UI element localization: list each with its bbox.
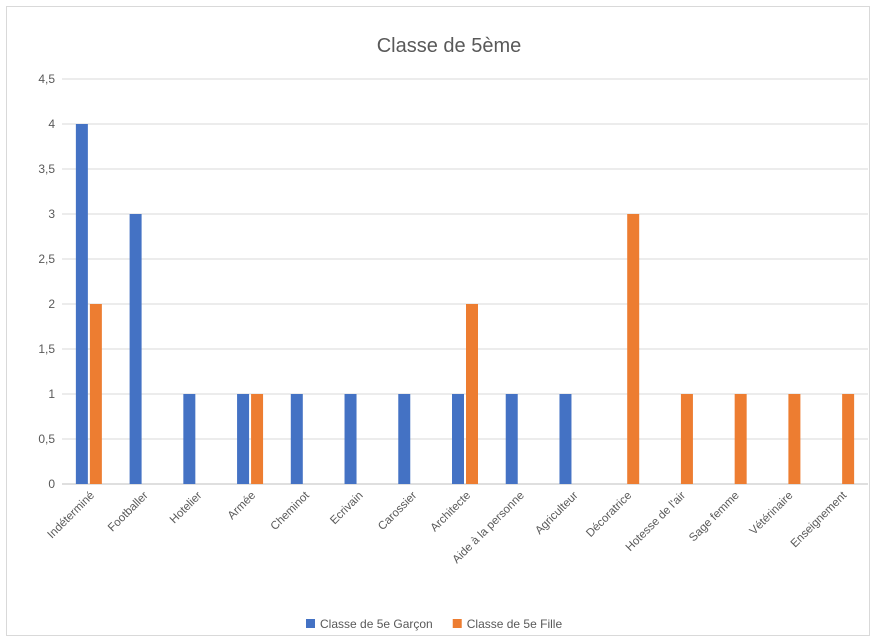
x-tick-label: Carossier	[376, 490, 419, 533]
bar-garcon	[75, 124, 88, 484]
x-tick-label: Décoratrice	[584, 490, 634, 540]
y-tick-label: 2,5	[38, 252, 55, 266]
y-axis-ticks: 0 0,5 1 1,5 2 2,5 3 3,5 4 4,5	[38, 72, 55, 491]
legend-swatch	[306, 619, 315, 628]
bar-fille	[842, 394, 855, 484]
bar-fille	[788, 394, 801, 484]
bar-garcon	[505, 394, 518, 484]
bar-fille	[627, 214, 640, 484]
bar-garcon	[183, 394, 196, 484]
x-tick-label: Armée	[226, 490, 258, 522]
x-tick-label: Hotelier	[168, 490, 205, 527]
y-tick-label: 4,5	[38, 72, 55, 86]
x-tick-label: Sage femme	[687, 490, 742, 545]
legend-swatch	[452, 619, 462, 628]
x-tick-label: Footballer	[106, 490, 151, 535]
y-tick-label: 1,5	[38, 342, 55, 356]
bar-garcon	[129, 214, 142, 484]
y-tick-label: 3	[48, 207, 55, 221]
bar-fille	[734, 394, 747, 484]
bar-garcon	[290, 394, 303, 484]
x-axis-ticks: Indéterminé Footballer Hotelier Armée Chemin…	[46, 489, 850, 566]
grid-lines	[62, 78, 868, 485]
bar-garcon	[398, 394, 411, 484]
bar-garcon	[559, 394, 572, 484]
bar-fille	[89, 304, 102, 484]
legend: Classe de 5e Garçon Classe de 5e Fille	[306, 617, 562, 631]
y-tick-label: 2	[48, 297, 55, 311]
x-tick-label: Agriculteur	[533, 490, 580, 537]
bar-garcon	[237, 394, 250, 484]
x-tick-label: Architecte	[428, 490, 473, 535]
bar-garcon	[344, 394, 357, 484]
chart-frame	[6, 6, 870, 636]
bar-fille	[466, 304, 478, 484]
bar-fille	[251, 394, 264, 484]
x-tick-label: Hotesse de l'air	[624, 490, 688, 554]
x-tick-label: Vétérinaire	[748, 490, 796, 538]
y-tick-label: 0,5	[38, 432, 55, 446]
chart-title: Classe de 5ème	[377, 35, 522, 57]
y-tick-label: 1	[48, 387, 55, 401]
bars	[75, 124, 855, 484]
x-tick-label: Enseignement	[789, 489, 850, 550]
bar-fille	[680, 394, 693, 484]
y-tick-label: 4	[48, 117, 55, 131]
legend-label: Classe de 5e Fille	[467, 617, 563, 631]
legend-label: Classe de 5e Garçon	[320, 617, 433, 631]
y-tick-label: 3,5	[38, 162, 55, 176]
x-tick-label: Cheminot	[269, 489, 313, 533]
bar-garcon	[452, 394, 464, 484]
y-tick-label: 0	[48, 477, 55, 491]
x-tick-label: Indéterminé	[46, 490, 97, 541]
x-tick-label: Ecrivain	[328, 490, 365, 527]
